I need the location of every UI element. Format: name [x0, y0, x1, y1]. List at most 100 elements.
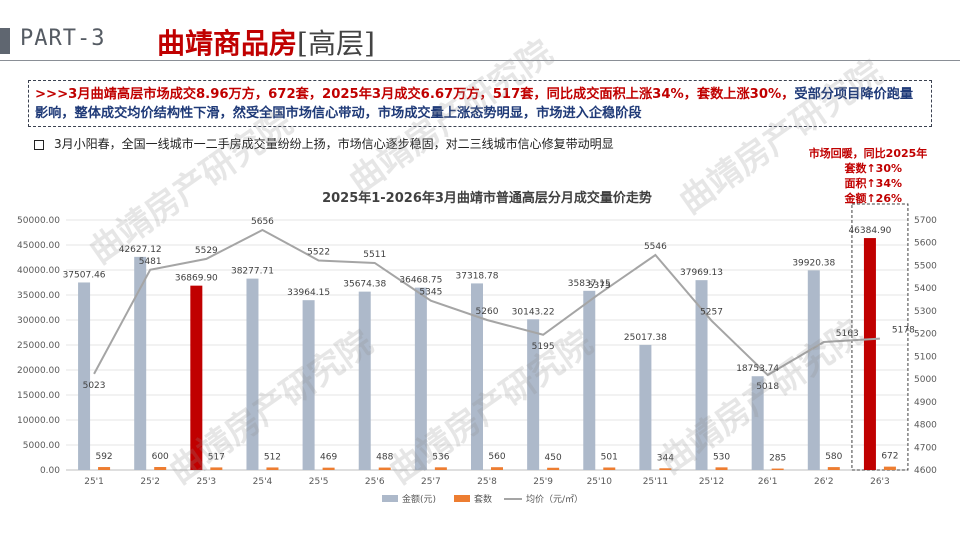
amount-bar — [134, 256, 147, 470]
price-label: 5481 — [139, 257, 162, 267]
amount-bar — [190, 285, 203, 470]
amount-bar — [78, 282, 91, 470]
y-left-tick-label: 25000.00 — [17, 341, 60, 351]
legend-amount-label: 金额(元) — [402, 493, 436, 505]
price-label: 5257 — [700, 308, 723, 318]
page-title-main: 曲靖商品房 — [157, 27, 298, 60]
amount-label: 35837.15 — [568, 279, 611, 289]
y-left-tick-label: 30000.00 — [17, 316, 60, 326]
units-bar — [827, 467, 840, 470]
units-bar — [322, 467, 335, 470]
amount-label: 35674.38 — [343, 280, 386, 290]
x-tick-label: 25'7 — [421, 477, 441, 487]
summary-box: >>>3月曲靖高层市场成交8.96万方，672套，2025年3月成交6.67万方… — [28, 80, 932, 127]
page-title-sub: [高层] — [297, 27, 375, 60]
x-tick-label: 25'9 — [533, 477, 553, 487]
x-tick-label: 26'3 — [870, 477, 890, 487]
amount-label: 25017.38 — [624, 333, 667, 343]
units-bar — [603, 467, 616, 470]
amount-label: 37507.46 — [63, 270, 106, 280]
amount-bar — [751, 376, 764, 470]
amount-bar — [471, 283, 483, 470]
y-right-tick-label: 5600 — [914, 239, 937, 249]
y-right-tick-label: 5700 — [914, 216, 937, 226]
units-label: 530 — [713, 452, 730, 462]
units-bar — [434, 467, 447, 470]
x-tick-label: 26'1 — [758, 477, 778, 487]
units-bar — [210, 467, 223, 470]
units-bar — [547, 467, 560, 470]
legend-price-label: 均价（元/㎡） — [526, 493, 583, 505]
callout-line-3: 面积↑34% — [844, 177, 902, 190]
amount-bar — [246, 278, 259, 470]
y-right-tick-label: 4600 — [914, 466, 937, 476]
highlight-box — [851, 203, 909, 471]
callout-line-2: 套数↑30% — [844, 162, 902, 175]
amount-bar — [358, 291, 371, 470]
amount-bar — [527, 319, 540, 470]
y-right-tick-label: 5400 — [914, 284, 937, 294]
price-label: 5375 — [588, 281, 611, 291]
y-right-tick-label: 5300 — [914, 307, 937, 317]
units-bar — [378, 467, 391, 470]
price-label: 5546 — [644, 242, 667, 252]
amount-bar — [302, 300, 315, 470]
x-tick-label: 25'11 — [643, 477, 668, 487]
y-right-tick-label: 5100 — [914, 352, 937, 362]
units-bar — [491, 467, 503, 470]
amount-bar — [414, 287, 427, 470]
y-left-tick-label: 0.00 — [40, 466, 60, 476]
x-tick-label: 25'4 — [253, 477, 273, 487]
x-tick-label: 25'8 — [477, 477, 497, 487]
chart-title: 2025年1-2026年3月曲靖市普通高层分月成交量价走势 — [322, 190, 652, 206]
units-label: 469 — [320, 453, 337, 463]
bullet-text: 3月小阳春，全国一线城市一二手房成交量纷纷上扬，市场信心逐步稳固，对二三线城市信… — [54, 137, 614, 151]
units-label: 536 — [432, 452, 449, 462]
amount-label: 39920.38 — [792, 258, 835, 268]
units-label: 488 — [376, 453, 393, 463]
x-tick-label: 25'10 — [587, 477, 613, 487]
units-label: 672 — [881, 452, 898, 462]
units-bar — [659, 468, 672, 470]
square-bullet-icon — [34, 139, 44, 150]
units-label: 501 — [601, 452, 618, 462]
price-volume-chart: 2025年1-2026年3月曲靖市普通高层分月成交量价走势 0.00 5000.00… — [17, 190, 937, 505]
price-label: 5345 — [419, 288, 442, 298]
units-label: 450 — [545, 453, 562, 463]
x-tick-label: 25'12 — [699, 477, 724, 487]
price-label: 5195 — [532, 342, 555, 352]
summary-rest: 受部分项目降价跑量影响，整体成交均价结构性下滑，然受全国市场信心带动，市场成交量… — [35, 87, 914, 121]
y-left-tick-label: 15000.00 — [17, 391, 60, 401]
summary-highlight: >>>3月曲靖高层市场成交8.96万方，672套，2025年3月成交6.67万方… — [35, 87, 795, 102]
y-left-tick-label: 20000.00 — [17, 366, 60, 376]
y-left-tick-label: 50000.00 — [17, 216, 60, 226]
price-label: 5522 — [307, 247, 330, 257]
y-right-tick-label: 4900 — [914, 398, 937, 408]
amount-label: 36468.75 — [399, 276, 442, 286]
y-right-tick-label: 5000 — [914, 375, 937, 385]
price-label: 5260 — [476, 307, 499, 317]
y-left-tick-label: 10000.00 — [17, 416, 60, 426]
y-left-tick-label: 5000.00 — [23, 441, 60, 451]
units-bar — [771, 468, 784, 470]
price-label: 5656 — [251, 217, 274, 227]
amount-label: 37318.78 — [456, 271, 499, 281]
units-bar — [266, 467, 279, 470]
callout-line-4: 金额↑26% — [844, 192, 902, 205]
y-right-tick-label: 5200 — [914, 330, 937, 340]
legend-units-swatch — [454, 495, 470, 502]
x-tick-label: 25'6 — [365, 477, 385, 487]
amount-label: 36869.90 — [175, 274, 218, 284]
amount-label: 38277.71 — [231, 267, 274, 277]
header-divider — [0, 60, 960, 61]
units-bar — [715, 467, 728, 470]
x-tick-label: 25'1 — [84, 477, 104, 487]
units-label: 285 — [769, 454, 786, 464]
y-left-tick-label: 35000.00 — [17, 291, 60, 301]
amount-bar — [863, 238, 876, 470]
amount-bar — [695, 280, 708, 470]
page-title: 曲靖商品房[高层] — [157, 22, 375, 62]
amount-label: 46384.90 — [848, 226, 891, 236]
units-bar — [154, 467, 167, 470]
x-tick-label: 25'2 — [140, 477, 160, 487]
